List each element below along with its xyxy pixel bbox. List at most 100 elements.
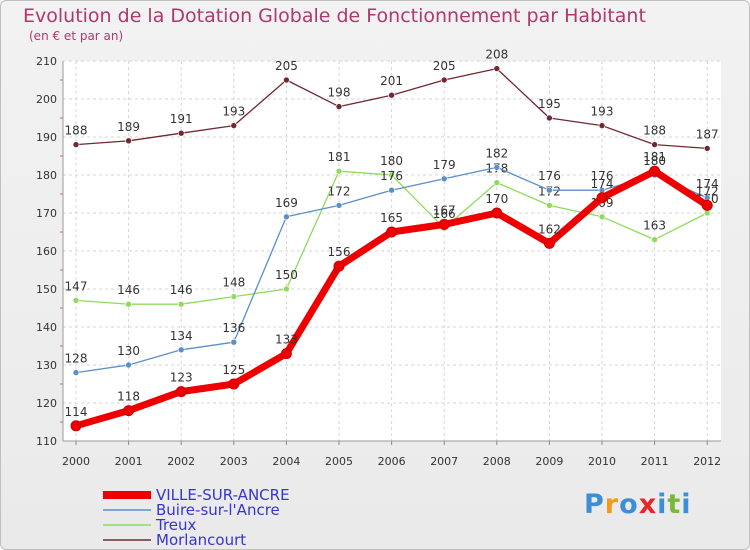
- data-point: [72, 141, 80, 148]
- data-label: 162: [538, 222, 561, 236]
- y-tick-label: 180: [36, 169, 57, 182]
- data-label: 123: [170, 371, 193, 385]
- data-label: 198: [328, 86, 351, 100]
- y-tick-label: 170: [36, 207, 57, 220]
- logo-letter: t: [667, 489, 682, 520]
- data-label: 150: [275, 268, 298, 282]
- data-point: [440, 76, 448, 84]
- data-label: 188: [643, 124, 666, 138]
- legend-label: Buire-sur-l'Ancre: [156, 501, 280, 519]
- data-point: [493, 65, 501, 72]
- data-label: 180: [643, 154, 666, 168]
- data-label: 205: [275, 59, 298, 73]
- y-tick-label: 200: [36, 93, 57, 106]
- data-label: 176: [538, 169, 561, 183]
- x-tick-label: 2003: [220, 455, 248, 468]
- data-label: 191: [170, 112, 193, 126]
- data-point: [177, 129, 185, 137]
- data-point: [177, 300, 185, 308]
- x-tick-label: 2010: [588, 455, 616, 468]
- data-point: [598, 122, 606, 129]
- data-label: 163: [643, 219, 666, 233]
- chart-title: Evolution de la Dotation Globale de Fonc…: [23, 5, 646, 27]
- x-tick-label: 2006: [378, 455, 406, 468]
- data-point: [388, 186, 395, 194]
- data-label: 208: [485, 48, 508, 62]
- x-tick-label: 2007: [430, 455, 458, 468]
- y-tick-label: 140: [36, 321, 57, 334]
- data-point: [123, 405, 135, 417]
- data-point: [335, 202, 343, 209]
- data-point: [388, 171, 395, 179]
- data-label: 187: [696, 127, 719, 141]
- chart-subtitle: (en € et par an): [29, 29, 124, 43]
- data-label: 193: [222, 105, 245, 119]
- logo-letter: i: [657, 489, 668, 520]
- data-label: 193: [591, 105, 614, 119]
- data-point: [175, 386, 187, 398]
- data-label: 146: [170, 283, 193, 297]
- data-point: [701, 199, 713, 211]
- data-label: 176: [380, 169, 403, 183]
- data-label: 130: [117, 344, 140, 358]
- data-label: 174: [696, 177, 719, 191]
- data-point: [283, 76, 290, 84]
- legend-label: Morlancourt: [156, 531, 246, 549]
- data-label: 147: [65, 279, 88, 293]
- data-label: 174: [591, 177, 614, 191]
- data-label: 172: [328, 184, 351, 198]
- data-label: 201: [380, 74, 403, 88]
- data-point: [386, 226, 398, 238]
- data-point: [335, 103, 343, 110]
- data-point: [280, 348, 292, 360]
- data-point: [335, 167, 343, 175]
- data-point: [230, 122, 238, 129]
- data-label: 133: [275, 333, 298, 347]
- logo-letter: o: [619, 489, 639, 520]
- data-label: 136: [222, 321, 245, 335]
- data-point: [72, 369, 80, 376]
- y-tick-label: 130: [36, 359, 57, 372]
- data-label: 167: [433, 203, 456, 217]
- data-point: [333, 260, 345, 272]
- data-point: [546, 114, 553, 122]
- data-label: 180: [380, 154, 403, 168]
- legend-label: Treux: [155, 516, 197, 534]
- data-label: 169: [275, 196, 298, 210]
- data-label: 125: [222, 363, 245, 377]
- data-label: 166: [433, 207, 456, 221]
- data-label: 165: [380, 211, 403, 225]
- data-point: [230, 338, 238, 346]
- x-tick-label: 2004: [272, 455, 300, 468]
- y-tick-label: 120: [36, 397, 57, 410]
- data-point: [125, 361, 132, 369]
- x-tick-label: 2012: [693, 455, 721, 468]
- x-tick-label: 2000: [62, 455, 90, 468]
- data-label: 176: [591, 169, 614, 183]
- data-point: [72, 297, 80, 304]
- data-point: [598, 213, 606, 221]
- x-tick-label: 2001: [115, 455, 143, 468]
- data-point: [125, 300, 132, 308]
- data-label: 148: [222, 276, 245, 290]
- data-point: [493, 179, 501, 186]
- data-label: 146: [117, 283, 140, 297]
- y-tick-label: 190: [36, 131, 57, 144]
- data-label: 188: [65, 124, 88, 138]
- data-point: [230, 293, 238, 300]
- data-label: 114: [65, 405, 88, 419]
- data-point: [651, 141, 658, 148]
- data-point: [649, 165, 661, 177]
- data-label: 189: [117, 120, 140, 134]
- data-label: 205: [433, 59, 456, 73]
- logo-letter: i: [681, 489, 692, 520]
- data-point: [546, 186, 553, 194]
- x-tick-label: 2011: [641, 455, 669, 468]
- data-point: [70, 420, 82, 432]
- data-label: 181: [328, 150, 351, 164]
- proxiti-logo: Proxiti: [584, 489, 692, 520]
- x-tick-label: 2009: [535, 455, 563, 468]
- data-label: 179: [433, 158, 456, 172]
